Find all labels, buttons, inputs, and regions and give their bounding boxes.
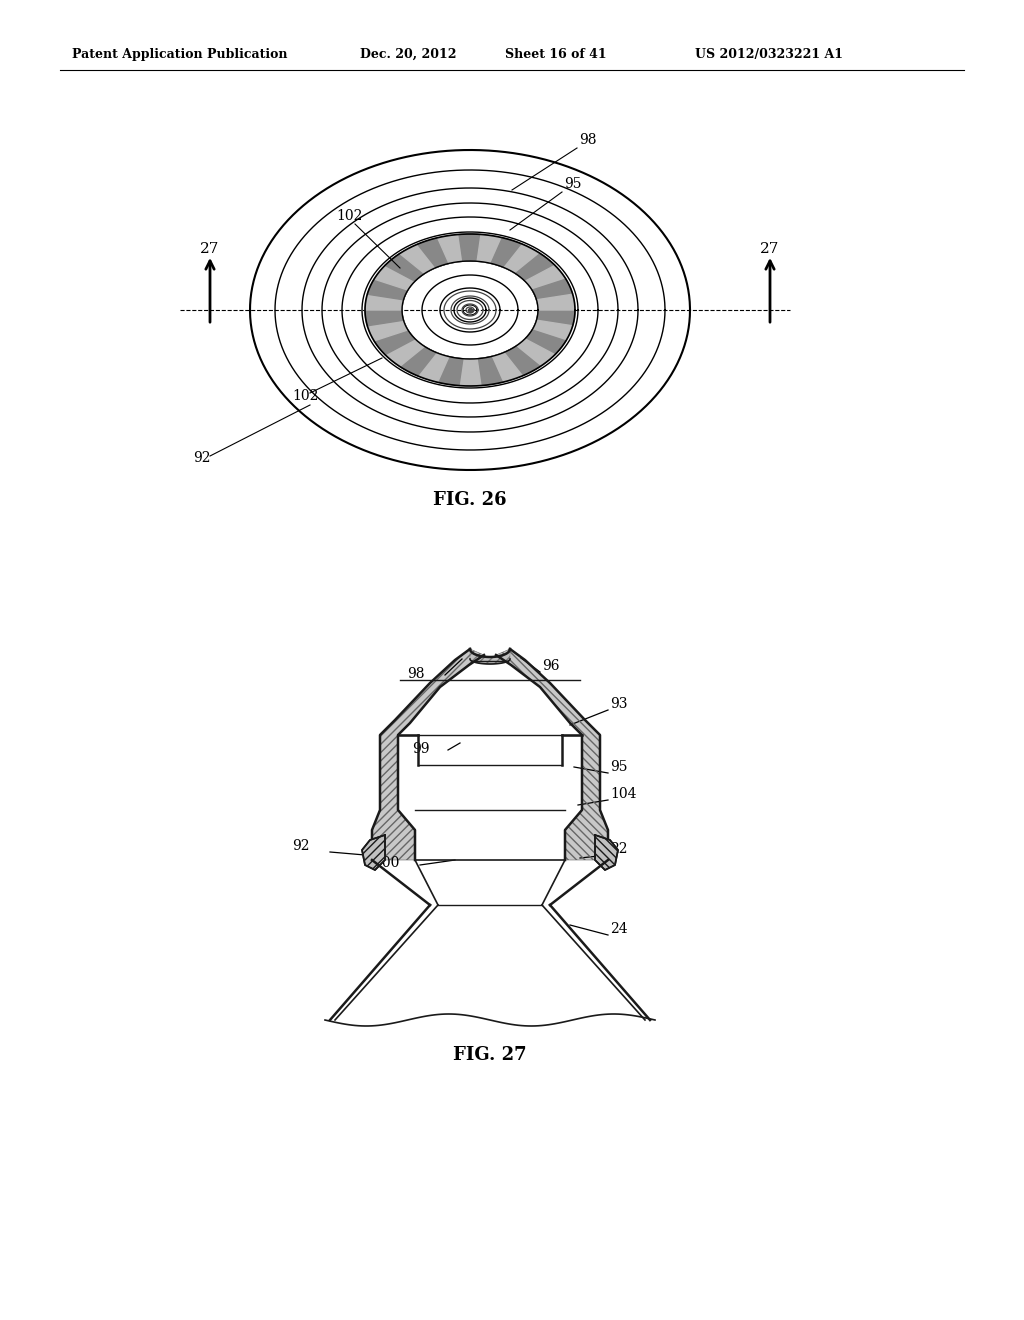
Text: 98: 98 — [408, 667, 425, 681]
Polygon shape — [496, 649, 608, 861]
Text: 27: 27 — [201, 242, 220, 256]
Polygon shape — [477, 235, 503, 264]
Polygon shape — [385, 339, 425, 367]
Text: 92: 92 — [193, 451, 211, 465]
Text: 95: 95 — [610, 760, 628, 774]
Polygon shape — [365, 310, 403, 326]
Polygon shape — [372, 649, 484, 861]
Polygon shape — [525, 330, 566, 355]
Text: 93: 93 — [610, 697, 628, 711]
Text: 22: 22 — [610, 842, 628, 855]
Text: 99: 99 — [413, 742, 430, 756]
Polygon shape — [437, 356, 463, 385]
Polygon shape — [537, 294, 575, 310]
Polygon shape — [492, 352, 522, 383]
Polygon shape — [399, 244, 436, 273]
Polygon shape — [374, 330, 415, 355]
Text: Patent Application Publication: Patent Application Publication — [72, 48, 288, 61]
Polygon shape — [504, 346, 541, 376]
Polygon shape — [532, 279, 572, 300]
Polygon shape — [418, 352, 449, 383]
Text: 92: 92 — [293, 840, 310, 853]
Text: 100: 100 — [374, 855, 400, 870]
Text: Sheet 16 of 41: Sheet 16 of 41 — [505, 48, 606, 61]
Text: 24: 24 — [610, 921, 628, 936]
Polygon shape — [537, 310, 575, 326]
Polygon shape — [374, 265, 415, 290]
Text: 27: 27 — [760, 242, 779, 256]
Text: Dec. 20, 2012: Dec. 20, 2012 — [360, 48, 457, 61]
Polygon shape — [532, 321, 572, 341]
Polygon shape — [418, 238, 449, 268]
Text: FIG. 27: FIG. 27 — [454, 1045, 526, 1064]
Polygon shape — [459, 234, 481, 261]
Text: 98: 98 — [579, 133, 597, 147]
Text: 95: 95 — [564, 177, 582, 191]
Polygon shape — [365, 294, 403, 310]
Text: FIG. 26: FIG. 26 — [433, 491, 507, 510]
Polygon shape — [385, 253, 425, 281]
Polygon shape — [515, 253, 555, 281]
Polygon shape — [504, 244, 541, 273]
Text: 96: 96 — [542, 659, 559, 673]
Text: 104: 104 — [610, 787, 637, 801]
Polygon shape — [470, 649, 510, 664]
Polygon shape — [362, 836, 385, 870]
Text: US 2012/0323221 A1: US 2012/0323221 A1 — [695, 48, 843, 61]
Polygon shape — [492, 238, 522, 268]
Polygon shape — [399, 346, 436, 376]
Polygon shape — [437, 235, 463, 264]
Polygon shape — [525, 265, 566, 290]
Polygon shape — [477, 356, 503, 385]
Polygon shape — [459, 359, 481, 385]
Polygon shape — [368, 321, 408, 341]
Text: 102: 102 — [336, 209, 362, 223]
Polygon shape — [595, 836, 618, 870]
Polygon shape — [368, 279, 408, 300]
Text: 102: 102 — [292, 389, 318, 403]
Polygon shape — [515, 339, 555, 367]
